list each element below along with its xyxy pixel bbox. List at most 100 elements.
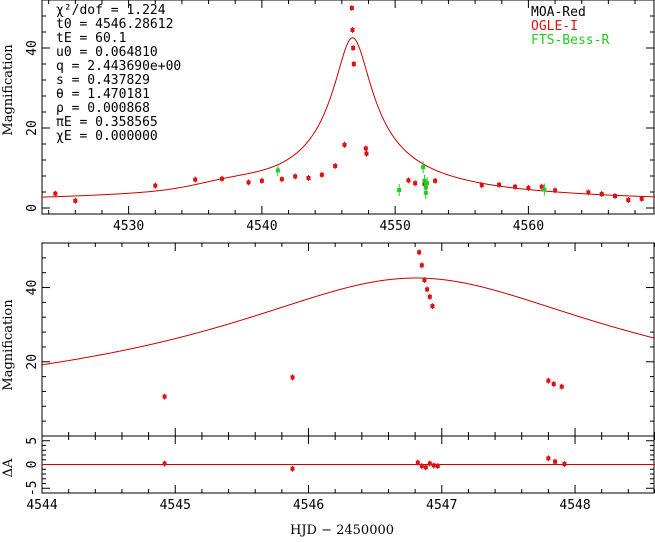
data-point [342, 142, 347, 147]
param-tE: tE = 60.1 [56, 31, 126, 46]
param-rho: ρ = 0.000868 [56, 101, 150, 116]
data-point [423, 465, 428, 470]
y-tick-label: 20 [25, 354, 40, 370]
data-point [559, 384, 564, 389]
top-ylabel: Magnification [1, 44, 16, 136]
y-tick-label: 20 [25, 120, 40, 136]
param-q: q = 2.443690e+00 [56, 59, 181, 74]
x-tick-label: 4544 [26, 498, 57, 513]
x-tick-label: 4550 [379, 219, 410, 234]
data-point [162, 461, 167, 466]
param-chi2: χ²/dof = 1.224 [56, 3, 166, 18]
panel-frame [41, 242, 655, 437]
y-tick-label: -5 [25, 480, 40, 496]
data-point [479, 183, 484, 188]
plot-area [42, 249, 655, 400]
param-t0: t0 = 4546.28612 [56, 17, 173, 32]
data-point [351, 62, 356, 66]
data-point [430, 304, 435, 309]
y-tick-label: 5 [25, 437, 40, 445]
y-tick-label: 0 [25, 204, 40, 212]
middle-ylabel: Magnification [1, 299, 16, 391]
data-point [406, 178, 411, 183]
data-point [162, 394, 167, 399]
x-tick-label: 4545 [160, 498, 191, 513]
data-point [422, 178, 427, 183]
data-point [551, 382, 556, 387]
data-point [546, 456, 551, 461]
panel-frame [41, 0, 655, 215]
data-point [219, 176, 224, 181]
data-point [259, 178, 264, 183]
legend-moa: MOA-Red [531, 5, 586, 20]
x-tick-label: 4560 [513, 219, 544, 234]
data-point [431, 463, 436, 468]
data-point [546, 378, 551, 383]
x-axis-label: HJD − 2450000 [290, 523, 394, 538]
data-point [349, 6, 354, 10]
data-point [153, 183, 158, 188]
data-point [293, 174, 298, 179]
data-point [626, 198, 631, 202]
data-point [422, 278, 427, 283]
data-point [351, 46, 356, 50]
data-point [73, 198, 78, 203]
param-theta: θ = 1.470181 [56, 87, 150, 102]
data-point [275, 168, 280, 173]
data-point [419, 463, 424, 468]
data-point [421, 165, 426, 170]
param-chiE: χE = 0.000000 [56, 129, 158, 144]
legend-fts: FTS-Bess-R [531, 33, 609, 48]
data-point [415, 460, 420, 465]
data-point [290, 375, 295, 380]
data-point [639, 196, 644, 201]
data-point [427, 461, 432, 466]
data-point [193, 177, 198, 182]
data-point [53, 191, 58, 196]
data-point [542, 187, 547, 192]
data-point [497, 182, 502, 187]
param-u0: u0 = 0.064810 [56, 45, 158, 60]
model-curve [42, 277, 655, 366]
data-point [425, 181, 430, 186]
data-point [333, 164, 338, 168]
model-curve [42, 37, 655, 198]
data-point [279, 177, 284, 182]
data-point [246, 180, 251, 185]
legend: MOA-Red OGLE-I FTS-Bess-R [531, 5, 609, 48]
fit-parameters: χ²/dof = 1.224 t0 = 4546.28612 tE = 60.1… [56, 3, 181, 144]
data-point [306, 176, 311, 180]
data-point [553, 459, 558, 464]
data-point [553, 188, 558, 193]
x-tick-label: 4546 [293, 498, 324, 513]
y-tick-label: 40 [25, 40, 40, 56]
data-point [613, 194, 618, 198]
data-point [513, 184, 518, 189]
residual-ylabel: ΔA [1, 458, 16, 477]
data-point [417, 250, 422, 255]
x-tick-label: 4547 [426, 498, 457, 513]
x-tick-label: 4548 [559, 498, 590, 513]
data-point [364, 151, 369, 156]
data-point [397, 188, 402, 192]
data-point [290, 466, 295, 471]
data-point [599, 192, 604, 196]
x-tick-label: 4540 [246, 219, 277, 234]
data-point [539, 184, 544, 189]
x-tick-label: 4530 [113, 219, 144, 234]
data-point [433, 178, 438, 183]
data-point [586, 190, 591, 195]
data-point [435, 463, 440, 468]
legend-ogle: OGLE-I [531, 19, 578, 34]
plot-area [42, 455, 655, 472]
data-point [423, 190, 428, 195]
data-point [425, 287, 430, 292]
data-point [562, 462, 567, 467]
data-point [427, 294, 432, 299]
y-tick-label: 0 [25, 461, 40, 469]
data-point [363, 146, 368, 151]
top-light-curve-panel: 4530 4540 4550 4560 0 20 40 [25, 0, 655, 234]
data-point [526, 186, 531, 190]
